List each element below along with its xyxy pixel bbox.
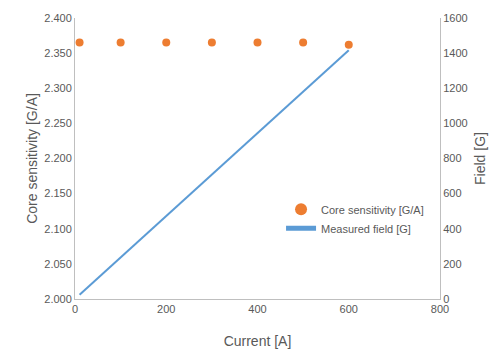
svg-text:800: 800: [443, 152, 461, 164]
svg-text:Current [A]: Current [A]: [224, 333, 292, 349]
svg-text:2.050: 2.050: [44, 258, 72, 270]
svg-text:200: 200: [443, 258, 461, 270]
svg-text:Core sensitivity [G/A]: Core sensitivity [G/A]: [24, 93, 40, 224]
svg-text:1600: 1600: [443, 12, 467, 24]
svg-text:Measured field [G]: Measured field [G]: [321, 223, 411, 235]
svg-text:0: 0: [72, 303, 78, 315]
svg-text:Core sensitivity [G/A]: Core sensitivity [G/A]: [321, 204, 424, 216]
svg-text:2.150: 2.150: [44, 187, 72, 199]
svg-text:2.200: 2.200: [44, 152, 72, 164]
svg-text:2.300: 2.300: [44, 82, 72, 94]
svg-text:2.000: 2.000: [44, 293, 72, 305]
svg-text:400: 400: [248, 303, 266, 315]
svg-text:1400: 1400: [443, 47, 467, 59]
svg-text:1000: 1000: [443, 117, 467, 129]
svg-text:2.100: 2.100: [44, 223, 72, 235]
svg-text:0: 0: [443, 293, 449, 305]
svg-text:200: 200: [157, 303, 175, 315]
svg-text:Field [G]: Field [G]: [472, 132, 488, 185]
svg-text:400: 400: [443, 223, 461, 235]
svg-text:2.250: 2.250: [44, 117, 72, 129]
svg-text:800: 800: [431, 303, 449, 315]
svg-text:2.400: 2.400: [44, 12, 72, 24]
svg-text:600: 600: [340, 303, 358, 315]
svg-text:1200: 1200: [443, 82, 467, 94]
svg-text:2.350: 2.350: [44, 47, 72, 59]
svg-text:600: 600: [443, 187, 461, 199]
